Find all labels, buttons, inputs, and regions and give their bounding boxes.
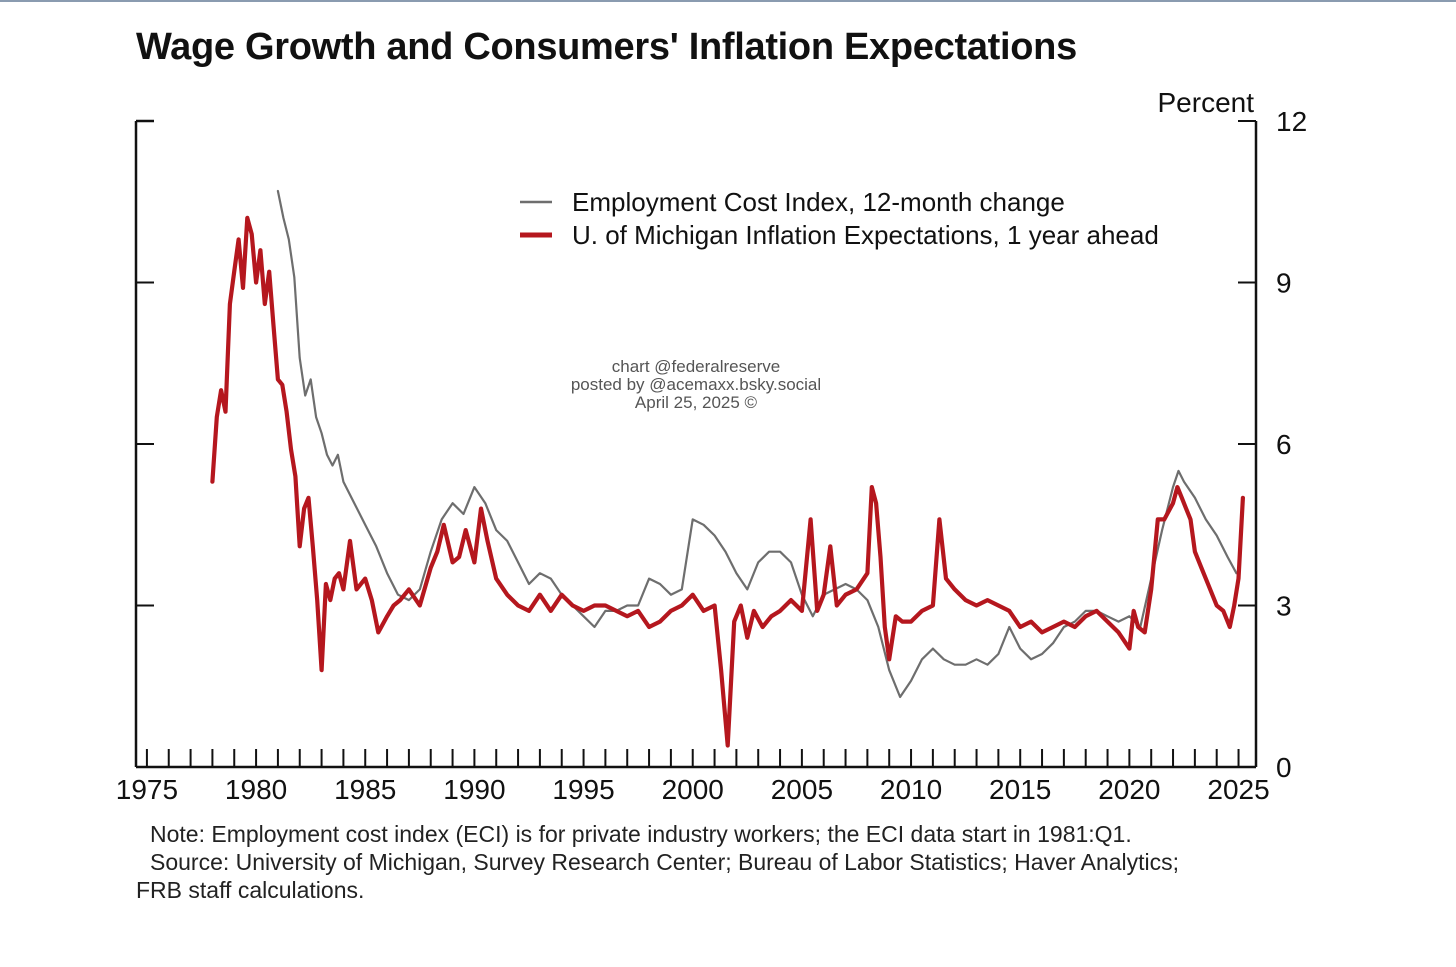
watermark-line-2: posted by @acemaxx.bsky.social <box>571 375 821 394</box>
chart-legend: Employment Cost Index, 12-month change U… <box>520 187 1159 250</box>
watermark-line-3: April 25, 2025 © <box>635 393 758 412</box>
legend-label-michigan: U. of Michigan Inflation Expectations, 1… <box>572 220 1159 250</box>
x-tick-label: 2020 <box>1098 774 1160 805</box>
x-tick-label: 1985 <box>334 774 396 805</box>
watermark: chart @federalreserve posted by @acemaxx… <box>571 357 821 412</box>
watermark-line-1: chart @federalreserve <box>612 357 780 376</box>
michigan-line <box>210 215 1246 748</box>
y-axis-label: Percent <box>1158 87 1255 118</box>
y-axis-ticks: 0 3 6 9 12 <box>136 106 1307 783</box>
chart-axes <box>134 119 1258 769</box>
x-tick-label: 1980 <box>225 774 287 805</box>
y-tick-label: 9 <box>1276 268 1292 299</box>
x-tick-label: 2025 <box>1207 774 1269 805</box>
chart-notes: Note: Employment cost index (ECI) is for… <box>136 820 1179 904</box>
eci-line <box>276 189 1238 699</box>
y-tick-label: 12 <box>1276 106 1307 137</box>
y-tick-label: 6 <box>1276 429 1292 460</box>
y-tick-label: 0 <box>1276 752 1292 783</box>
chart-title: Wage Growth and Consumers' Inflation Exp… <box>136 26 1077 68</box>
source-text: Source: University of Michigan, Survey R… <box>150 849 1180 875</box>
x-tick-label: 2015 <box>989 774 1051 805</box>
series-lines <box>210 189 1246 748</box>
source-text-continued: FRB staff calculations. <box>136 877 365 903</box>
x-tick-label: 2010 <box>880 774 942 805</box>
x-tick-label: 2005 <box>771 774 833 805</box>
note-text: Note: Employment cost index (ECI) is for… <box>150 821 1132 847</box>
x-tick-label: 1990 <box>443 774 505 805</box>
x-axis-ticks: 1975 1980 1985 1990 1995 2000 2005 2010 2015 2020… <box>116 749 1270 805</box>
x-tick-label: 1975 <box>116 774 178 805</box>
y-tick-label: 3 <box>1276 591 1292 622</box>
legend-label-eci: Employment Cost Index, 12-month change <box>572 187 1065 217</box>
x-tick-label: 2000 <box>662 774 724 805</box>
x-tick-label: 1995 <box>552 774 614 805</box>
